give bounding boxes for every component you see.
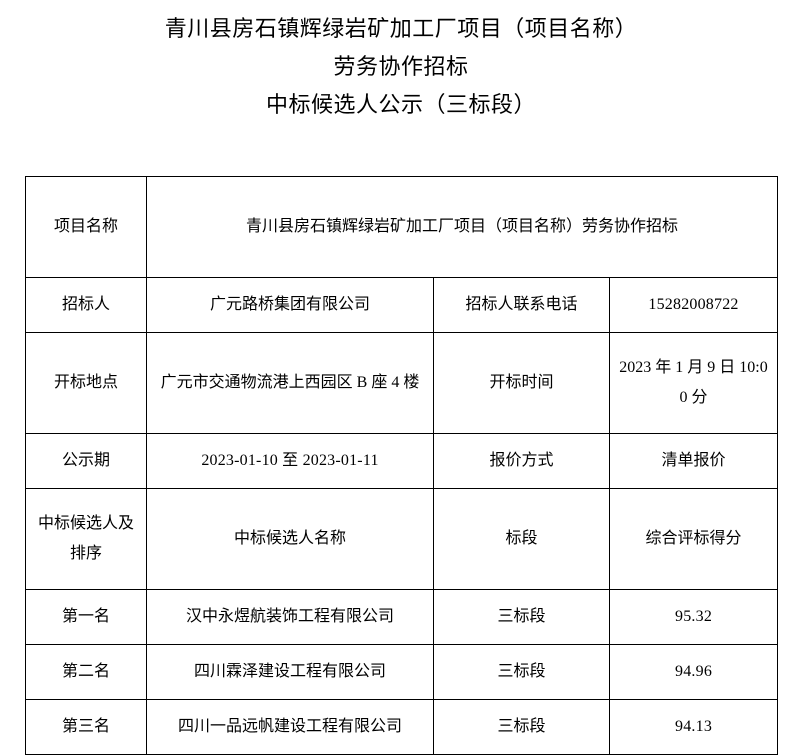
announcement-table-wrapper: 项目名称 青川县房石镇辉绿岩矿加工厂项目（项目名称）劳务协作招标 招标人 广元路… [25,176,779,755]
value-tenderee-phone: 15282008722 [608,277,779,333]
table-row: 第三名 四川一品远帆建设工程有限公司 三标段 94.13 [25,699,779,755]
candidate-name: 汉中永煜航装饰工程有限公司 [146,589,434,645]
table-row: 第二名 四川霖泽建设工程有限公司 三标段 94.96 [25,644,779,700]
announcement-table: 项目名称 青川县房石镇辉绿岩矿加工厂项目（项目名称）劳务协作招标 招标人 广元路… [25,176,779,755]
candidate-name: 四川霖泽建设工程有限公司 [146,644,434,700]
label-candidate-name: 中标候选人名称 [146,488,434,590]
table-row-opening: 开标地点 广元市交通物流港上西园区 B 座 4 楼 开标时间 2023 年 1 … [25,332,779,434]
table-row: 第一名 汉中永煜航装饰工程有限公司 三标段 95.32 [25,589,779,645]
candidate-section: 三标段 [433,589,610,645]
value-quote-method: 清单报价 [608,433,779,489]
label-project-name: 项目名称 [25,176,147,278]
candidate-section: 三标段 [433,699,610,755]
table-row-tenderee: 招标人 广元路桥集团有限公司 招标人联系电话 15282008722 [25,277,779,333]
label-opening-time: 开标时间 [433,332,610,434]
candidate-name: 四川一品远帆建设工程有限公司 [146,699,434,755]
label-tenderee: 招标人 [25,277,147,333]
title-line-2: 劳务协作招标 [333,54,469,79]
candidate-score: 95.32 [608,589,779,645]
label-quote-method: 报价方式 [433,433,610,489]
label-publicity-period: 公示期 [25,433,147,489]
candidate-score: 94.13 [608,699,779,755]
value-opening-place: 广元市交通物流港上西园区 B 座 4 楼 [146,332,434,434]
value-project-name: 青川县房石镇辉绿岩矿加工厂项目（项目名称）劳务协作招标 [145,176,779,278]
table-row-publicity: 公示期 2023-01-10 至 2023-01-11 报价方式 清单报价 [25,433,779,489]
table-row-project: 项目名称 青川县房石镇辉绿岩矿加工厂项目（项目名称）劳务协作招标 [25,176,779,278]
label-candidate-score: 综合评标得分 [608,488,779,590]
label-opening-place: 开标地点 [25,332,147,434]
value-tenderee: 广元路桥集团有限公司 [146,277,434,333]
candidate-rank: 第二名 [25,644,147,700]
label-candidate-rank: 中标候选人及排序 [25,488,147,590]
candidate-score: 94.96 [608,644,779,700]
label-candidate-section: 标段 [433,488,610,590]
label-tenderee-phone: 招标人联系电话 [433,277,610,333]
table-row-candidates-header: 中标候选人及排序 中标候选人名称 标段 综合评标得分 [25,488,779,590]
candidate-rank: 第三名 [25,699,147,755]
candidate-section: 三标段 [433,644,610,700]
title-line-1: 青川县房石镇辉绿岩矿加工厂项目（项目名称） [164,16,638,41]
title-line-3: 中标候选人公示（三标段） [265,92,536,117]
value-opening-time: 2023 年 1 月 9 日 10:00 分 [608,332,779,434]
value-publicity-period: 2023-01-10 至 2023-01-11 [146,433,434,489]
candidate-rank: 第一名 [25,589,147,645]
document-title: 青川县房石镇辉绿岩矿加工厂项目（项目名称） 劳务协作招标 中标候选人公示（三标段… [0,0,802,124]
